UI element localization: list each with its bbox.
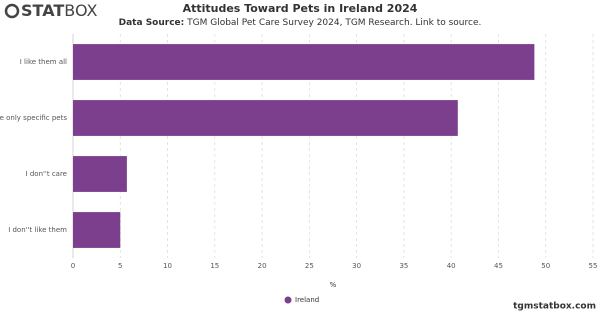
x-tick-label: 30 [352, 262, 361, 270]
y-tick-label: I don''t care [26, 170, 67, 178]
y-tick-label: I like them all [20, 58, 67, 66]
source: TGM Global Pet Care Survey 2024, TGM Res… [186, 18, 481, 28]
legend-marker [284, 296, 292, 304]
x-tick-label: 5 [118, 262, 122, 270]
x-tick-label: 35 [399, 262, 408, 270]
x-tick-label: 25 [305, 262, 314, 270]
chart-title: Attitudes Toward Pets in Ireland 2024 [183, 2, 418, 15]
bar [73, 44, 535, 80]
footer: tgmstatbox.com [513, 302, 596, 312]
logo-bold: STAT [21, 1, 64, 20]
y-tick-label: I like only specific pets [0, 114, 67, 122]
bar [73, 212, 121, 248]
logo-light: BOX [64, 1, 97, 20]
chart-subtitle: Data Source: TGM Global Pet Care Survey … [119, 18, 482, 28]
bar [73, 100, 458, 136]
x-tick-label: 55 [589, 262, 598, 270]
x-tick-label: 50 [541, 262, 550, 270]
source-label: Data Source: [119, 18, 185, 28]
logo: STATBOX [4, 1, 98, 20]
x-tick-label: 20 [258, 262, 267, 270]
logo-icon [4, 3, 20, 19]
x-axis-label: % [330, 281, 337, 289]
y-tick-label: I don''t like them [8, 226, 67, 234]
x-tick-label: 10 [163, 262, 172, 270]
x-tick-label: 0 [71, 262, 75, 270]
x-tick-label: 45 [494, 262, 503, 270]
logo-text: STATBOX [21, 1, 98, 20]
x-tick-label: 15 [210, 262, 219, 270]
bar [73, 156, 127, 192]
legend-label: Ireland [295, 296, 319, 304]
x-tick-label: 40 [447, 262, 456, 270]
